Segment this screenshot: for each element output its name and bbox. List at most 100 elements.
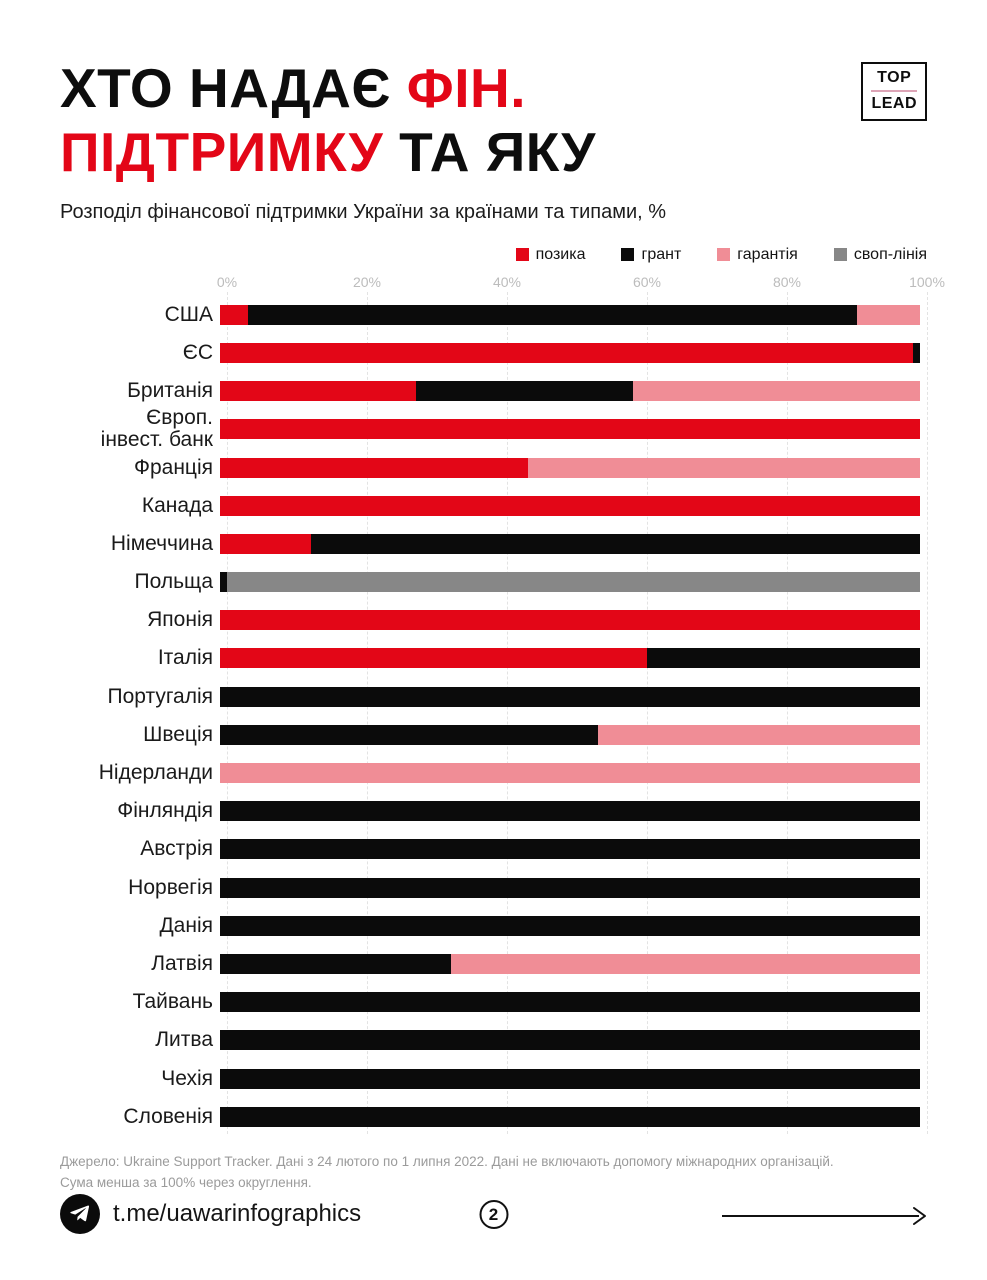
bar-track [220, 992, 920, 1013]
bar-segment-грант [913, 342, 920, 363]
gridline [227, 291, 228, 1134]
bar-track [220, 686, 920, 707]
legend-swatch-icon [717, 248, 731, 262]
gridline [507, 291, 508, 1134]
axis-tick-label: 80% [772, 273, 802, 290]
bar-segment-грант [220, 686, 920, 707]
title-line-1: ХТО НАДАЄ ФІН. [60, 56, 927, 120]
chart-row: Тайвань [60, 983, 927, 1021]
chart-row: Європ. інвест. банк [60, 406, 927, 452]
bar-track [220, 763, 920, 784]
bar-segment-своп-лінія [227, 572, 920, 593]
gridline [787, 291, 788, 1134]
row-label: Латвія [151, 951, 213, 975]
legend-item-гарантія: гарантія [717, 246, 798, 264]
legend-label: своп-лінія [853, 245, 927, 263]
bar-segment-позика [220, 648, 647, 669]
chart-row: ЄС [60, 334, 927, 372]
infographic-page: ХТО НАДАЄ ФІН. ПІДТРИМКУ ТА ЯКУ TOP LEAD… [60, 56, 945, 1194]
legend-swatch-icon [833, 248, 847, 262]
bar-segment-позика [220, 533, 311, 554]
bar-segment-позика [220, 610, 920, 631]
row-label: ЄС [182, 340, 213, 364]
bar-track [220, 457, 920, 478]
bar-segment-грант [647, 648, 920, 669]
telegram-link[interactable]: t.me/uawarinfographics [60, 1194, 361, 1234]
bar-segment-позика [220, 495, 920, 516]
bar-track [220, 533, 920, 554]
row-label: Фінляндія [117, 799, 213, 823]
chart-row: Латвія [60, 945, 927, 983]
row-label: Канада [141, 493, 213, 517]
bar-segment-грант [220, 572, 227, 593]
bar-segment-грант [220, 1068, 920, 1089]
next-arrow-icon[interactable] [722, 1203, 927, 1234]
telegram-handle[interactable]: t.me/uawarinfographics [113, 1200, 362, 1227]
bar-track [220, 495, 920, 516]
row-label: Британія [127, 379, 213, 403]
bar-track [220, 801, 920, 822]
gridline [647, 291, 648, 1134]
page-title: ХТО НАДАЄ ФІН. ПІДТРИМКУ ТА ЯКУ [60, 56, 927, 185]
row-label: Австрія [140, 837, 213, 861]
toplead-logo: TOP LEAD [861, 62, 927, 121]
chart-row: Литва [60, 1021, 927, 1059]
chart-subtitle: Розподіл фінансової підтримки України за… [60, 200, 667, 223]
source-note: Джерело: Ukraine Support Tracker. Дані з… [60, 1152, 927, 1194]
logo-top-text: TOP [877, 69, 912, 86]
chart-row: Італія [60, 639, 927, 677]
bar-segment-гарантія [220, 763, 920, 784]
bar-track [220, 381, 920, 402]
legend-item-своп-лінія: своп-лінія [833, 245, 927, 264]
chart-row: Данія [60, 907, 927, 945]
bar-segment-позика [220, 342, 913, 363]
bar-segment-грант [311, 533, 920, 554]
chart-row: Фінляндія [60, 792, 927, 830]
telegram-icon[interactable] [60, 1194, 100, 1234]
axis-tick-label: 60% [632, 273, 662, 290]
bar-segment-позика [220, 304, 248, 325]
chart-row: Австрія [60, 830, 927, 868]
chart-row: Канада [60, 487, 927, 525]
row-label: Словенія [123, 1104, 213, 1128]
chart-row: Чехія [60, 1059, 927, 1097]
axis-tick-label: 20% [352, 273, 382, 290]
bar-segment-позика [220, 381, 416, 402]
axis-tick-label: 0% [216, 273, 238, 290]
row-label: Чехія [161, 1066, 213, 1090]
chart-row: Швеція [60, 716, 927, 754]
bar-track [220, 1068, 920, 1089]
legend-swatch-icon [621, 248, 635, 262]
chart-rows: США ЄС Британія Європ. інвест. банк Франція К… [60, 296, 927, 1136]
chart-row: Польща [60, 563, 927, 601]
bar-track [220, 572, 920, 593]
legend-item-грант: грант [621, 246, 681, 264]
bar-segment-гарантія [528, 457, 920, 478]
chart-row: Словенія [60, 1098, 927, 1136]
bar-track [220, 419, 920, 440]
legend-label: гарантія [737, 245, 798, 263]
axis-tick-label: 40% [492, 273, 522, 290]
footer-bar: t.me/uawarinfographics 2 [60, 1194, 927, 1240]
bar-segment-позика [220, 419, 920, 440]
legend-swatch-icon [515, 248, 529, 262]
bar-segment-гарантія [598, 724, 920, 745]
bar-track [220, 342, 920, 363]
chart-row: Британія [60, 372, 927, 410]
chart-row: Франція [60, 448, 927, 486]
chart-legend: позика грант гарантія своп-лінія [60, 246, 927, 264]
bar-segment-грант [220, 801, 920, 822]
bar-track [220, 953, 920, 974]
title-line-2: ПІДТРИМКУ ТА ЯКУ [60, 120, 927, 184]
row-label: Японія [147, 608, 213, 632]
row-label: Данія [159, 913, 213, 937]
title-part-red-2: ПІДТРИМКУ [60, 121, 400, 184]
title-part-red-1: ФІН. [406, 57, 526, 119]
bar-segment-грант [220, 877, 920, 898]
chart-row: Нідерланди [60, 754, 927, 792]
bar-track [220, 1106, 920, 1127]
row-label: Європ. інвест. банк [100, 406, 213, 452]
bar-segment-грант [220, 724, 598, 745]
row-label: Норвегія [128, 875, 213, 899]
x-axis-ticks: 0% 20% 40% 60% 80% 100% [217, 273, 945, 292]
